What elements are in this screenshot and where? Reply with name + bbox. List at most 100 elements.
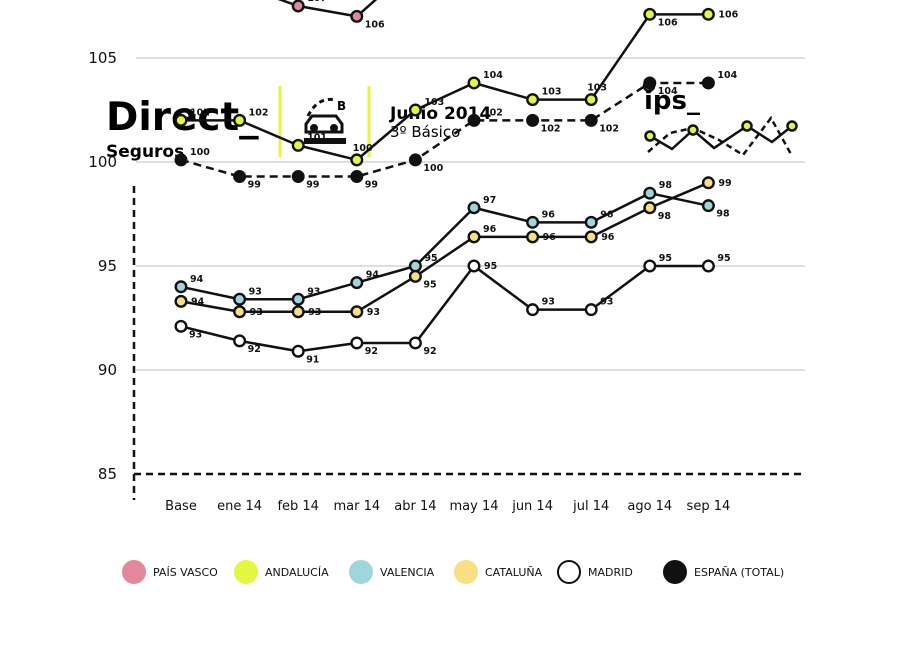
series-lines [180,0,709,353]
data-label: 104 [483,70,503,81]
data-point [408,259,422,273]
data-point [584,230,598,244]
data-point [701,259,715,273]
data-label: 95 [423,279,436,290]
data-label: 92 [248,344,261,355]
legend-swatch [122,560,146,584]
legend-label: ANDALUCÍA [265,566,329,579]
data-point [584,113,598,127]
data-label: 106 [718,9,738,20]
data-label: 102 [599,123,619,134]
data-point [643,201,657,215]
data-label: 102 [249,107,269,118]
data-label: 101 [307,132,327,143]
data-point [643,259,657,273]
x-tick-label: jun 14 [511,499,553,514]
data-label: 94 [190,274,204,285]
y-tick-label: 85 [98,465,117,483]
data-point [643,186,657,200]
data-label: 103 [587,83,607,94]
y-tick-label: 105 [88,49,117,67]
data-label: 93 [249,286,262,297]
legend-label: MADRID [588,566,633,579]
data-point [526,230,540,244]
series-line [181,13,709,162]
data-point [174,294,188,308]
data-point [701,176,715,190]
data-point [643,76,657,90]
data-point [526,303,540,317]
data-point [467,201,481,215]
series-line [180,191,709,301]
data-label: 99 [248,180,261,191]
data-point [174,113,188,127]
data-point [233,305,247,319]
data-label: 96 [483,224,497,235]
data-label: 93 [250,307,263,318]
y-tick-label: 100 [88,153,117,171]
x-tick-label: ene 14 [217,499,262,514]
data-point [350,9,364,23]
legend-label: CATALUÑA [485,566,543,579]
legend-swatch [234,560,258,584]
data-point [291,0,305,13]
data-labels: 1081081071061091111101101121121021021011… [189,0,739,365]
data-point [408,336,422,350]
car-badge-letter: B [337,99,346,113]
data-label: 95 [424,253,437,264]
x-tick-label: sep 14 [687,499,731,514]
x-tick-label: may 14 [450,499,499,514]
data-point [467,230,481,244]
data-label: 94 [366,270,380,281]
direct-seguros-logo: Direct_ Seguros [106,95,259,162]
data-point [701,76,715,90]
data-label: 100 [353,143,373,154]
data-point [291,344,305,358]
data-point [350,305,364,319]
data-point [174,319,188,333]
data-label: 93 [189,329,202,340]
data-point [233,334,247,348]
data-label: 95 [717,253,730,264]
data-label: 104 [717,70,737,81]
data-label: 92 [423,346,436,357]
data-point [350,153,364,167]
legend-label: PAÍS VASCO [153,566,218,579]
data-label: 100 [190,147,210,158]
data-label: 97 [483,195,496,206]
y-tick-label: 95 [98,257,117,275]
data-point [233,170,247,184]
data-label: 96 [542,209,556,220]
legend-label: ESPAÑA (TOTAL) [694,566,784,579]
data-label: 107 [307,0,327,4]
data-point [701,7,715,21]
data-point [233,113,247,127]
data-label: 96 [601,232,615,243]
data-label: 91 [306,354,319,365]
legend-label: VALENCIA [380,566,435,579]
series-points [174,0,715,358]
data-point [350,170,364,184]
data-label: 102 [190,107,210,118]
data-point [526,93,540,107]
data-label: 96 [543,232,557,243]
data-label: 102 [541,123,561,134]
data-point [408,153,422,167]
data-label: 93 [600,297,613,308]
data-label: 96 [600,209,614,220]
data-point [174,280,188,294]
report-subtitle: 3º Básico [390,123,460,141]
data-point [291,138,305,152]
data-point [350,276,364,290]
legend-swatch [454,560,478,584]
x-tick-label: mar 14 [333,499,380,514]
data-label: 103 [542,87,562,98]
data-label: 103 [424,97,444,108]
ips-logo-text: ips_ [644,86,700,116]
grid [136,57,805,371]
series-line [277,0,378,18]
data-label: 92 [365,346,378,357]
data-label: 95 [484,261,497,272]
